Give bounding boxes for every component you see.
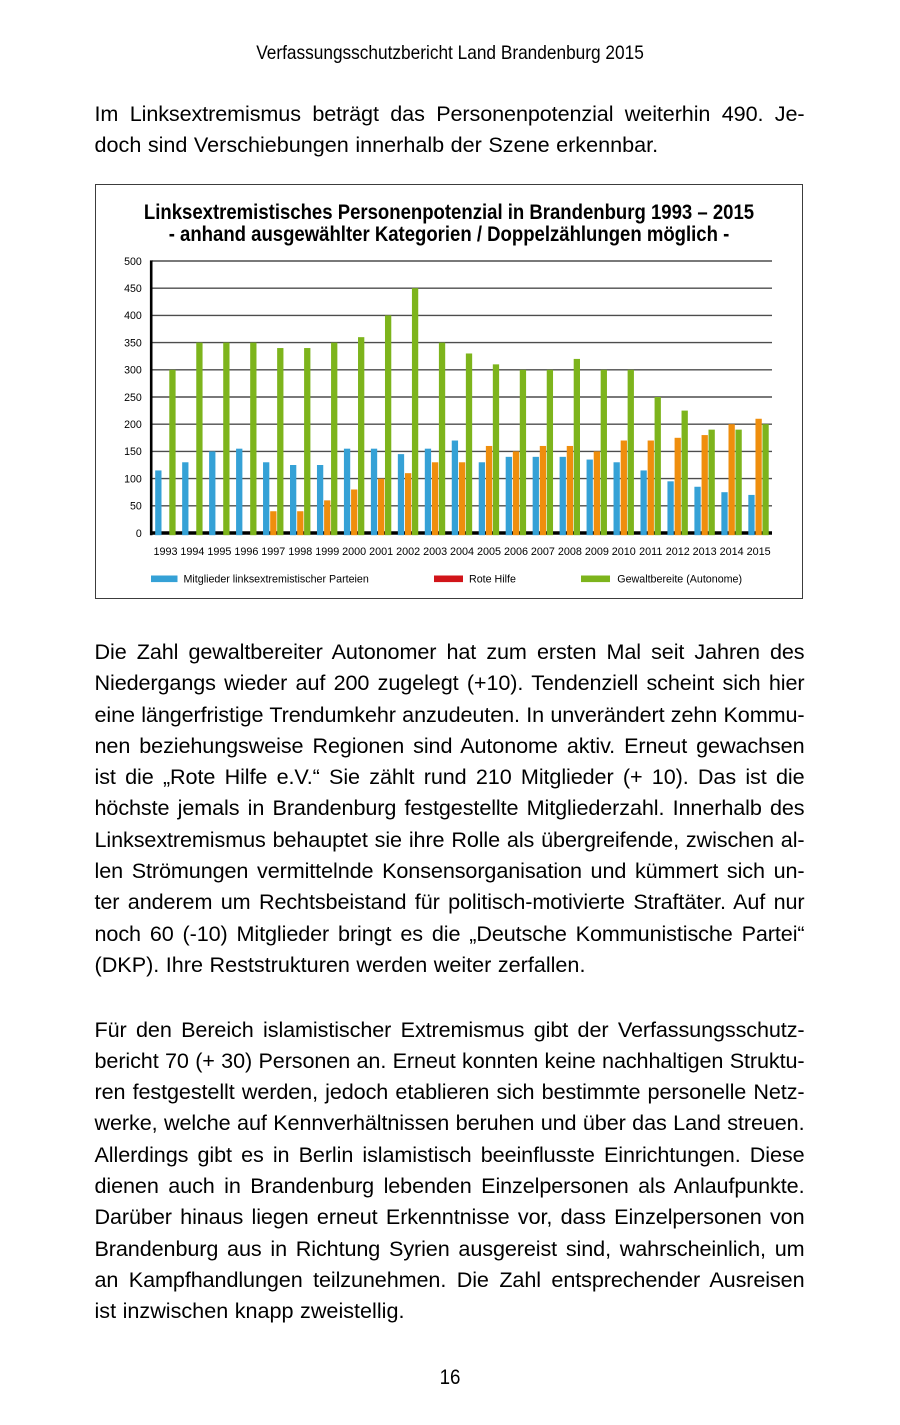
svg-text:100: 100 xyxy=(124,473,142,485)
svg-text:2013: 2013 xyxy=(693,546,717,558)
svg-text:2004: 2004 xyxy=(450,546,474,558)
svg-text:1995: 1995 xyxy=(207,546,231,558)
svg-text:2005: 2005 xyxy=(477,546,501,558)
svg-text:1996: 1996 xyxy=(234,546,258,558)
svg-text:2007: 2007 xyxy=(531,546,555,558)
svg-text:1997: 1997 xyxy=(261,546,285,558)
svg-text:2006: 2006 xyxy=(504,546,528,558)
svg-text:2012: 2012 xyxy=(666,546,690,558)
svg-text:50: 50 xyxy=(130,501,142,513)
svg-text:2000: 2000 xyxy=(342,546,366,558)
svg-text:500: 500 xyxy=(124,256,142,268)
svg-text:1993: 1993 xyxy=(153,546,177,558)
svg-text:2009: 2009 xyxy=(585,546,609,558)
svg-text:0: 0 xyxy=(136,528,142,540)
svg-text:2001: 2001 xyxy=(369,546,393,558)
svg-text:2010: 2010 xyxy=(612,546,636,558)
svg-text:2008: 2008 xyxy=(558,546,582,558)
svg-text:350: 350 xyxy=(124,337,142,349)
svg-text:Gewaltbereite (Autonome): Gewaltbereite (Autonome) xyxy=(617,574,742,586)
svg-text:Rote Hilfe: Rote Hilfe xyxy=(469,574,516,586)
svg-text:2015: 2015 xyxy=(747,546,771,558)
svg-text:250: 250 xyxy=(124,392,142,404)
svg-text:1994: 1994 xyxy=(180,546,204,558)
svg-text:2002: 2002 xyxy=(396,546,420,558)
svg-text:2003: 2003 xyxy=(423,546,447,558)
svg-text:200: 200 xyxy=(124,419,142,431)
svg-text:2014: 2014 xyxy=(720,546,744,558)
svg-text:450: 450 xyxy=(124,283,142,295)
svg-text:1999: 1999 xyxy=(315,546,339,558)
svg-text:1998: 1998 xyxy=(288,546,312,558)
svg-text:2011: 2011 xyxy=(639,546,662,558)
svg-text:400: 400 xyxy=(124,310,142,322)
svg-text:300: 300 xyxy=(124,365,142,377)
svg-text:Mitglieder linksextremistische: Mitglieder linksextremistischer Parteien xyxy=(184,574,369,586)
svg-text:150: 150 xyxy=(124,446,142,458)
